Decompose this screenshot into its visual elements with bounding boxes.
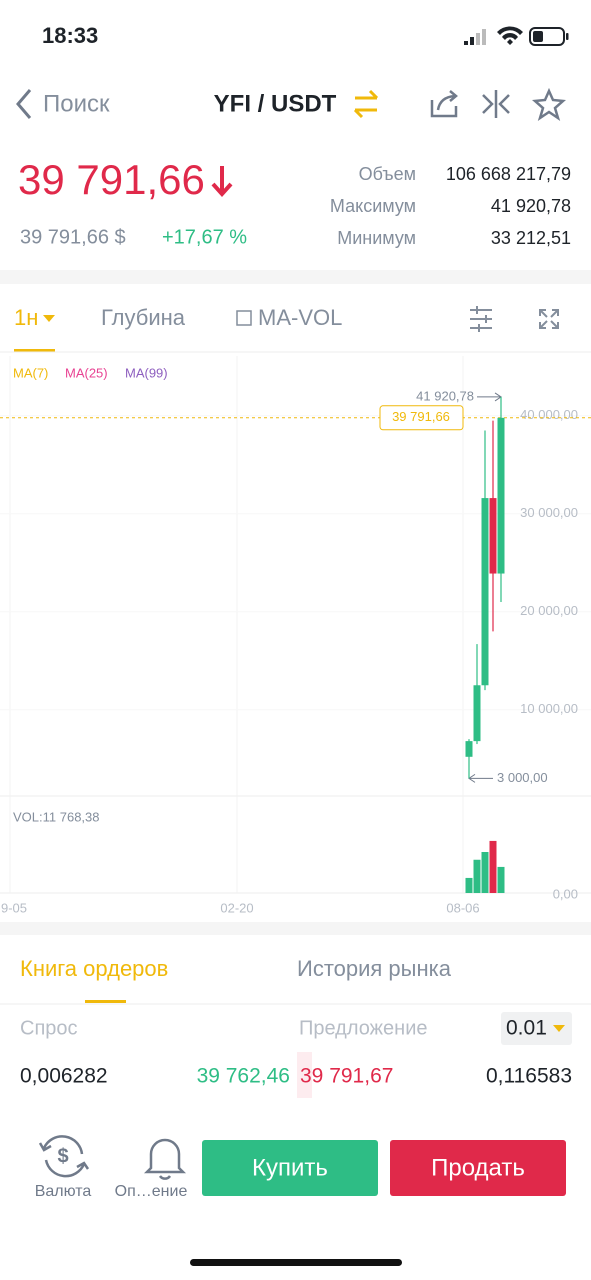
sell-label[interactable]: Продать	[431, 1154, 525, 1181]
indicator-icon	[236, 310, 252, 326]
separator	[0, 270, 591, 284]
home-indicator	[190, 1259, 402, 1266]
depth-bar	[297, 1052, 312, 1098]
step-caret	[553, 1025, 565, 1032]
candle-body	[481, 498, 489, 686]
y-tick-label: 20 000,00	[520, 603, 578, 618]
interval-caret	[43, 315, 55, 322]
volume-bar	[473, 859, 481, 893]
x-tick-label: 9-05	[1, 900, 27, 915]
ma-legend: MA(25)	[65, 365, 108, 380]
chart: MA(7) MA(25) MA(99) 10 000,00 20 000,00 30 00…	[0, 356, 591, 915]
volume-bar	[465, 877, 473, 893]
alert-icon[interactable]	[143, 1138, 187, 1180]
currency-icon-symbol: $	[57, 1145, 68, 1167]
sell-button[interactable]	[390, 1140, 566, 1196]
stat-value: 106 668 217,79	[446, 164, 571, 184]
step-value[interactable]: 0.01	[506, 1017, 547, 1040]
back-button[interactable]: Поиск	[43, 90, 110, 117]
volume-bar	[481, 852, 489, 893]
last-price: 39 791,66	[18, 156, 205, 203]
fullscreen-icon[interactable]	[539, 309, 559, 329]
clock: 18:33	[42, 23, 98, 48]
currency-icon[interactable]	[38, 1135, 90, 1178]
buy-button[interactable]	[202, 1140, 378, 1196]
status-icons	[464, 26, 569, 46]
interval-tab[interactable]: 1н	[14, 305, 38, 330]
last-price-label: 39 791,66	[392, 409, 450, 424]
share-icon[interactable]	[430, 90, 458, 118]
price-usd: 39 791,66 $	[20, 226, 126, 248]
low-marker	[468, 773, 493, 783]
step-selector[interactable]	[501, 1012, 572, 1045]
ma-legend: MA(7)	[13, 365, 48, 380]
market-history-tab[interactable]: История рынка	[297, 956, 452, 981]
indicator-tab[interactable]: MA-VOL	[258, 305, 342, 330]
x-tick-label: 02-20	[220, 900, 253, 915]
candle-body	[489, 498, 497, 574]
bid-header: Спрос	[20, 1017, 78, 1039]
compare-icon[interactable]	[482, 90, 510, 118]
candle-body	[497, 417, 505, 574]
last-price-box	[379, 405, 464, 431]
currency-button[interactable]: Валюта	[35, 1183, 92, 1200]
high-marker	[477, 392, 502, 402]
stat-value: 41 920,78	[491, 196, 571, 216]
candle-body	[465, 741, 473, 757]
buy-label[interactable]: Купить	[252, 1154, 328, 1181]
bid-amount: 0,006282	[20, 1065, 108, 1088]
volume-bar	[497, 866, 505, 893]
volume-label: VOL:11 768,38	[13, 809, 100, 824]
ask-amount: 0,116583	[486, 1065, 572, 1088]
tab-indicator	[85, 1000, 126, 1003]
stat-label: Максимум	[330, 196, 416, 216]
price-change: +17,67 %	[162, 226, 247, 248]
x-tick-label: 08-06	[446, 900, 479, 915]
swap-icon[interactable]	[353, 89, 379, 119]
vol-tick-label: 0,00	[553, 886, 578, 901]
y-tick-label: 40 000,00	[520, 407, 578, 422]
stat-label: Минимум	[337, 228, 416, 248]
back-icon[interactable]	[16, 89, 32, 119]
stats: Объем 106 668 217,79 Максимум 41 920,78 Мини…	[330, 164, 571, 248]
high-marker-label: 41 920,78	[416, 388, 474, 403]
stat-value: 33 212,51	[491, 228, 571, 248]
low-marker-label: 3 000,00	[497, 770, 548, 785]
bid-price: 39 762,46	[197, 1065, 290, 1088]
settings-icon[interactable]	[470, 306, 492, 332]
volume-bar	[489, 840, 497, 893]
favorite-icon[interactable]	[532, 87, 566, 121]
order-book-tab[interactable]: Книга ордеров	[20, 956, 168, 981]
stat-label: Объем	[359, 164, 416, 184]
ma-legend: MA(99)	[125, 365, 168, 380]
pair-title: YFI / USDT	[214, 90, 337, 117]
ask-header: Предложение	[299, 1017, 428, 1039]
separator	[0, 922, 591, 935]
depth-tab[interactable]: Глубина	[101, 305, 186, 330]
y-tick-label: 10 000,00	[520, 701, 578, 716]
tab-indicator	[14, 349, 55, 352]
candle-body	[473, 685, 481, 742]
y-tick-label: 30 000,00	[520, 505, 578, 520]
ask-price: 39 791,67	[300, 1065, 393, 1088]
alerts-button[interactable]: Оп…ение	[115, 1183, 188, 1200]
down-arrow	[211, 166, 233, 197]
